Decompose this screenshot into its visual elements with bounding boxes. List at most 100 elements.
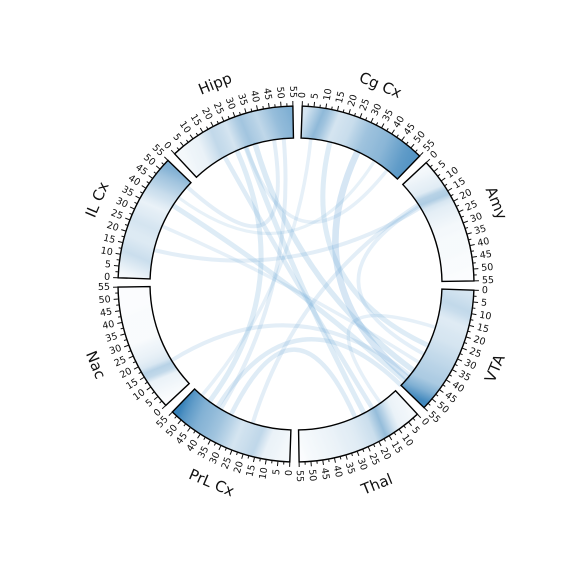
- tick-label: 50: [98, 294, 111, 306]
- tick-label: 35: [456, 369, 472, 384]
- minor-tick-mark: [176, 147, 180, 151]
- tick-label: 15: [452, 176, 468, 192]
- tick-label: 5: [309, 92, 321, 99]
- tick-mark: [232, 111, 236, 118]
- ribbon-thal-vta: [346, 313, 437, 404]
- tick-mark: [457, 358, 463, 362]
- tick-mark: [381, 123, 385, 129]
- tick-mark: [462, 220, 469, 224]
- minor-tick-mark: [362, 448, 365, 453]
- region-label-cg-cx: Cg Cx: [357, 68, 405, 102]
- tick-mark: [117, 240, 124, 244]
- region-label-vta: VTA: [481, 351, 509, 385]
- tick-mark: [153, 396, 159, 401]
- segment-outline: [401, 161, 475, 283]
- minor-tick-mark: [448, 374, 452, 377]
- tick-mark: [207, 439, 211, 445]
- minor-tick-mark: [159, 400, 163, 404]
- ribbon-cg-cx-prl-cx: [200, 137, 313, 397]
- tick-label: 15: [245, 464, 259, 478]
- minor-tick-mark: [373, 444, 376, 448]
- tick-mark: [221, 116, 225, 122]
- tick-mark: [465, 336, 471, 339]
- tick-label: 45: [261, 87, 274, 101]
- tick-label: 35: [343, 461, 357, 476]
- tick-label: 30: [469, 211, 484, 225]
- tick-mark: [179, 141, 184, 147]
- tick-mark: [356, 450, 360, 457]
- minor-tick-mark: [412, 417, 416, 421]
- minor-tick-mark: [118, 247, 122, 249]
- minor-tick-mark: [463, 342, 468, 344]
- minor-tick-mark: [365, 117, 368, 121]
- tick-mark: [148, 175, 153, 179]
- tick-label: 50: [274, 86, 286, 99]
- tick-mark: [256, 105, 259, 111]
- tick-label: 10: [100, 245, 114, 258]
- ribbon-cg-cx-hipp: [244, 146, 389, 224]
- tick-mark: [244, 108, 247, 114]
- tick-label: 0: [284, 470, 295, 476]
- ribbon-hipp-thal: [243, 145, 366, 415]
- tick-mark: [210, 121, 214, 127]
- ribbon-nac-vta: [170, 323, 412, 377]
- tick-label: 55: [294, 470, 305, 482]
- tick-mark: [391, 129, 395, 135]
- tick-mark: [348, 109, 351, 115]
- minor-tick-mark: [437, 173, 441, 177]
- tick-label: 40: [126, 173, 142, 189]
- minor-tick-mark: [470, 250, 475, 252]
- minor-tick-mark: [123, 339, 128, 341]
- minor-tick-mark: [354, 112, 356, 117]
- tick-label: 5: [104, 259, 111, 271]
- tick-mark: [168, 411, 173, 416]
- minor-tick-mark: [460, 215, 465, 218]
- tick-mark: [187, 427, 191, 432]
- ribbon-hipp-thal: [222, 155, 375, 410]
- tick-mark: [333, 457, 336, 463]
- minor-tick-mark: [393, 432, 397, 436]
- tick-label: 25: [468, 346, 483, 361]
- minor-tick-mark: [161, 162, 165, 166]
- minor-tick-mark: [185, 139, 189, 143]
- tick-mark: [114, 310, 121, 312]
- minor-tick-mark: [456, 204, 460, 207]
- tick-label: 50: [306, 469, 318, 482]
- tick-mark: [398, 428, 403, 434]
- tick-mark: [458, 209, 464, 213]
- ribbon-prl-cx-amy: [250, 202, 420, 425]
- tick-mark: [197, 433, 201, 439]
- tick-label: 10: [322, 88, 335, 102]
- tick-label: 40: [185, 438, 201, 454]
- ribbon-il-cx-vta: [171, 203, 407, 383]
- tick-label: 15: [188, 112, 204, 128]
- minor-tick-mark: [470, 319, 474, 321]
- tick-label: 25: [366, 452, 381, 468]
- tick-mark: [128, 355, 134, 359]
- ribbon-il-cx-amy: [153, 206, 422, 263]
- minor-tick-mark: [414, 149, 418, 153]
- tick-label: 15: [102, 233, 116, 247]
- ribbon-hipp-vta: [252, 142, 416, 373]
- tick-label: 55: [98, 282, 110, 293]
- segment-outline: [173, 105, 295, 179]
- tick-label: 30: [462, 357, 478, 372]
- ribbon-cg-cx-vta: [332, 149, 411, 381]
- minor-tick-mark: [195, 132, 199, 136]
- tick-mark: [313, 101, 316, 107]
- minor-tick-mark: [127, 350, 132, 353]
- ribbon-amy-vta: [356, 204, 426, 356]
- tick-label: 15: [334, 90, 348, 104]
- minor-tick-mark: [134, 201, 138, 205]
- tick-label: 0: [482, 285, 488, 296]
- tick-label: 30: [355, 457, 369, 472]
- tick-mark: [445, 379, 451, 383]
- tick-mark: [164, 156, 169, 161]
- minor-tick-mark: [342, 109, 345, 113]
- tick-label: 30: [369, 102, 384, 118]
- tick-label: 15: [476, 322, 490, 336]
- minor-tick-mark: [386, 128, 389, 132]
